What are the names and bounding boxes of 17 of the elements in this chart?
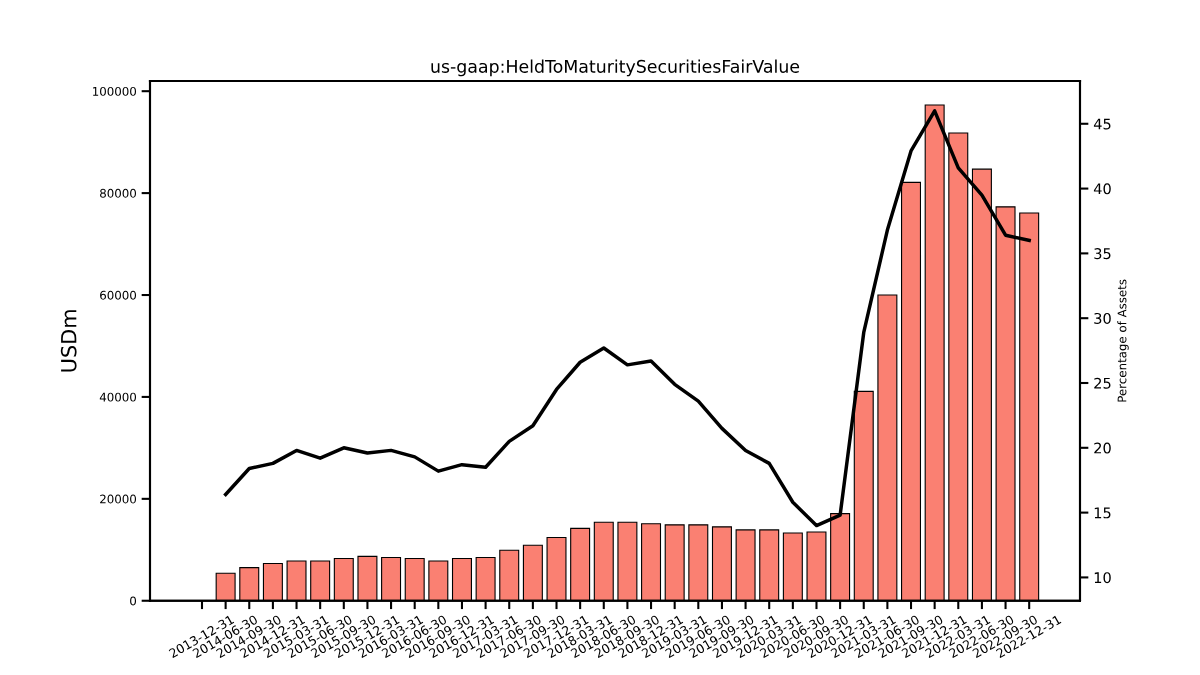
y2-axis-title: Percentage of Assets [1117,279,1129,402]
y2-tick-label: 20 [1094,442,1111,454]
y2-tick-label: 35 [1094,248,1111,260]
y-tick-label: 40000 [99,392,137,402]
y2-tick-label: 25 [1094,377,1111,389]
y-axis-title: USDm [60,310,77,372]
y2-tick-label: 40 [1093,183,1111,195]
y-tick-label: 100000 [93,86,137,96]
y2-tick-label: 15 [1094,507,1111,519]
y-tick-label: 20000 [100,494,137,504]
y2-tick-label: 30 [1094,312,1111,324]
y-tick-label: 0 [130,596,137,606]
y-tick-label: 80000 [100,188,137,198]
chart-title: us-gaap:HeldToMaturitySecuritiesFairValue [431,59,800,77]
y2-tick-label: 45 [1093,118,1111,130]
y2-tick-label: 10 [1094,572,1111,584]
y-tick-label: 60000 [100,290,137,300]
